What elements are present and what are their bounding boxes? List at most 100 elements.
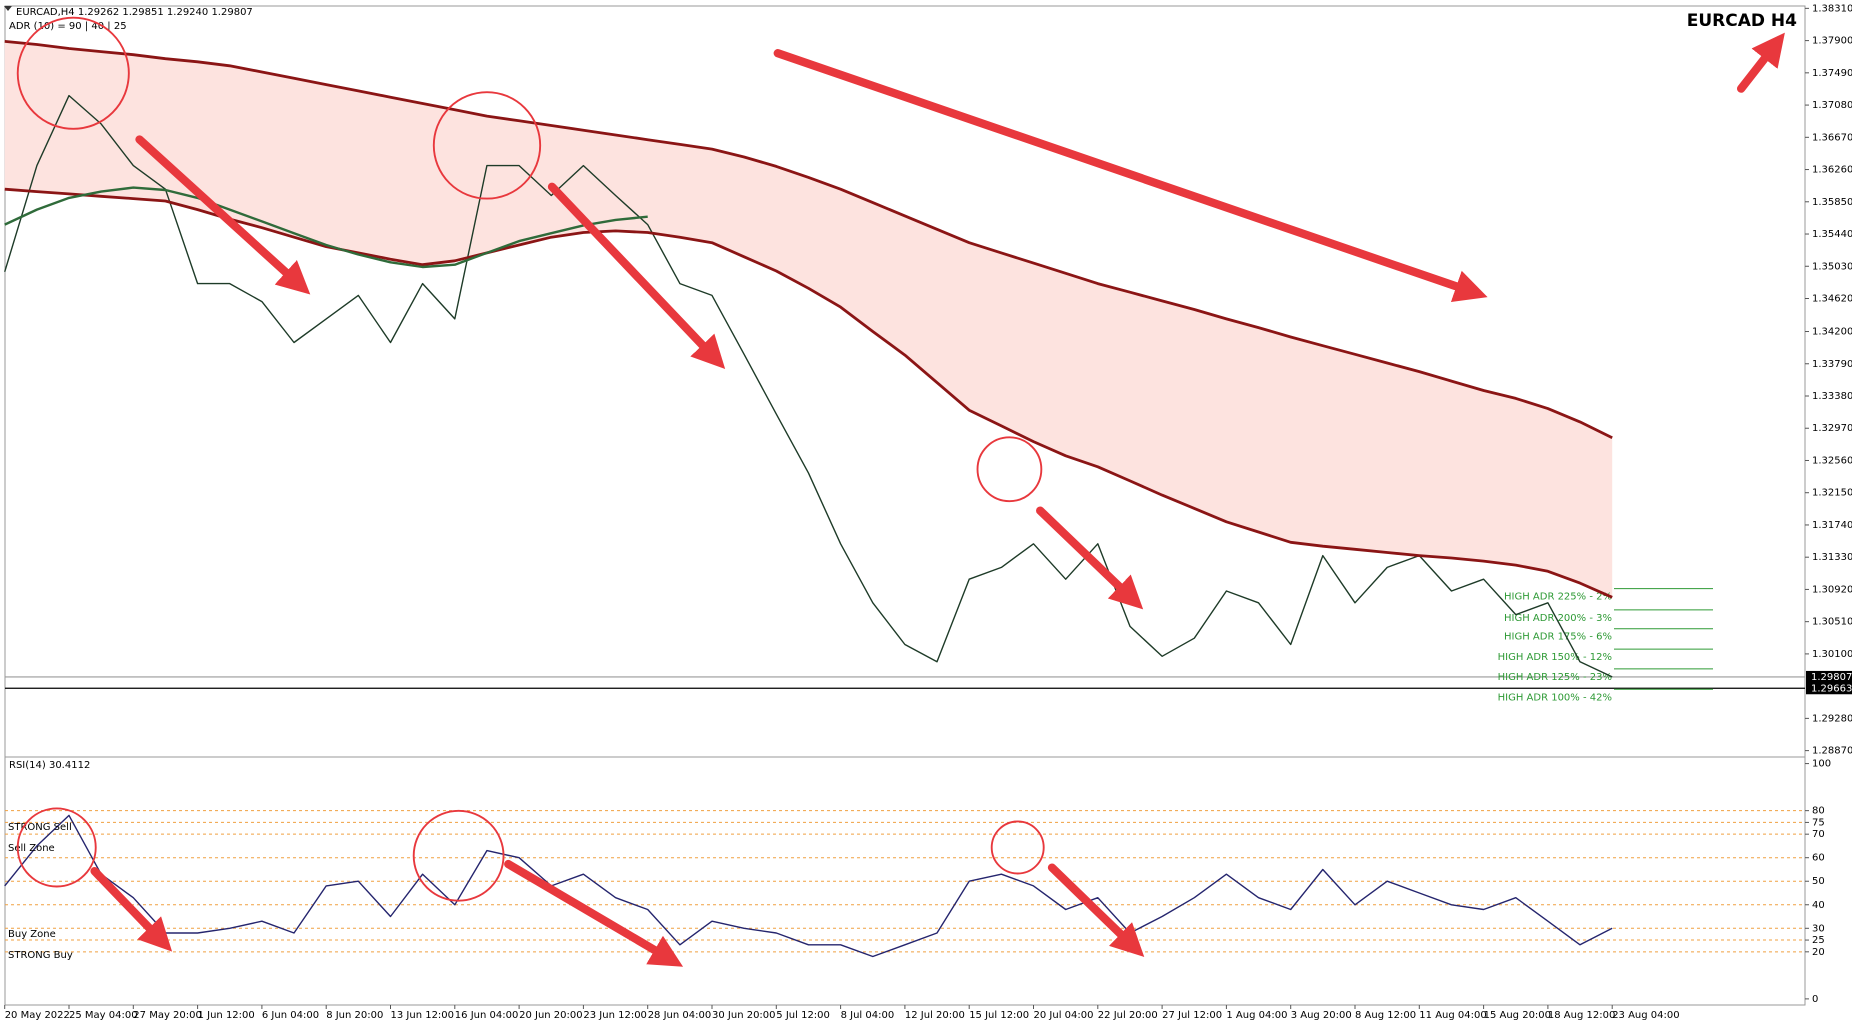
- y-tick-label: 20: [1812, 947, 1825, 958]
- y-tick-label: 25: [1812, 935, 1825, 946]
- x-tick-label: 13 Jun 12:00: [391, 1010, 455, 1021]
- x-tick-label: 27 Jul 12:00: [1162, 1010, 1222, 1021]
- x-tick-label: 28 Jun 04:00: [648, 1010, 712, 1021]
- highlight-circle: [432, 91, 542, 200]
- highlight-circle: [16, 16, 130, 130]
- y-tick-label: 1.32970: [1812, 423, 1852, 434]
- y-tick-label: 1.37080: [1812, 100, 1852, 111]
- y-tick-label: 1.30510: [1812, 617, 1852, 628]
- y-tick-label: 1.37900: [1812, 36, 1852, 47]
- x-tick-label: 23 Jun 12:00: [583, 1010, 647, 1021]
- arrow: [547, 182, 726, 370]
- price-tag: [1806, 682, 1852, 695]
- x-tick-label: 8 Jun 20:00: [326, 1010, 383, 1021]
- x-tick-label: 27 May 20:00: [133, 1010, 202, 1021]
- adr-label: HIGH ADR 125% - 23%: [1498, 672, 1612, 683]
- x-tick-label: 15 Jul 12:00: [969, 1010, 1029, 1021]
- zone-label: Sell Zone: [8, 843, 55, 854]
- arrow: [504, 859, 684, 967]
- series-line: [4, 814, 1613, 958]
- arrow: [1736, 32, 1785, 93]
- x-tick-label: 15 Aug 20:00: [1484, 1010, 1551, 1021]
- x-tick-label: 30 Jun 20:00: [712, 1010, 776, 1021]
- y-tick-label: 1.34620: [1812, 294, 1852, 305]
- y-tick-label: 1.37490: [1812, 68, 1852, 79]
- series-line: [4, 94, 1613, 678]
- y-tick-label: 70: [1812, 829, 1825, 840]
- rsi-title: RSI(14) 30.4112: [9, 760, 90, 771]
- arrow: [1036, 506, 1144, 610]
- y-tick-label: 1.33380: [1812, 391, 1852, 402]
- x-tick-label: 1 Jun 12:00: [198, 1010, 255, 1021]
- x-tick-label: 12 Jul 20:00: [905, 1010, 965, 1021]
- adr-label: HIGH ADR 100% - 42%: [1498, 692, 1612, 703]
- y-tick-label: 1.38310: [1812, 3, 1852, 14]
- y-tick-label: 1.28870: [1812, 746, 1852, 757]
- y-tick-label: 1.30920: [1812, 584, 1852, 595]
- y-tick-label: 75: [1812, 817, 1825, 828]
- zone-label: STRONG Sell: [8, 822, 72, 833]
- x-tick-label: 20 May 2022: [5, 1010, 70, 1021]
- y-tick-label: 30: [1812, 923, 1825, 934]
- series-line: [4, 40, 1613, 439]
- y-tick-label: 60: [1812, 853, 1825, 864]
- x-tick-label: 16 Jun 04:00: [455, 1010, 519, 1021]
- arrow: [90, 866, 173, 952]
- y-tick-label: 1.30100: [1812, 649, 1852, 660]
- chart-title: EURCAD H4: [1687, 11, 1797, 31]
- adr-label: HIGH ADR 225% - 2%: [1504, 592, 1612, 603]
- y-tick-label: 1.32150: [1812, 488, 1852, 499]
- x-tick-label: 20 Jun 20:00: [519, 1010, 583, 1021]
- arrow: [1047, 863, 1145, 957]
- adr-line: ADR (10) = 90 | 40 | 25: [9, 21, 127, 32]
- x-tick-label: 20 Jul 04:00: [1034, 1010, 1094, 1021]
- y-tick-label: 100: [1812, 759, 1831, 770]
- highlight-circle: [976, 436, 1043, 503]
- x-tick-label: 8 Jul 04:00: [841, 1010, 895, 1021]
- highlight-circle: [412, 809, 505, 902]
- price-tag-label: 1.29663: [1811, 683, 1852, 694]
- series-line: [4, 187, 1613, 599]
- y-tick-label: 50: [1812, 876, 1825, 887]
- y-tick-label: 1.35850: [1812, 197, 1852, 208]
- highlight-circle: [16, 807, 97, 888]
- y-tick-label: 1.31330: [1812, 552, 1852, 563]
- price-tag: [1806, 670, 1852, 683]
- y-tick-label: 1.36670: [1812, 132, 1852, 143]
- x-tick-label: 23 Aug 04:00: [1612, 1010, 1679, 1021]
- y-tick-label: 80: [1812, 806, 1825, 817]
- y-tick-label: 1.33790: [1812, 359, 1852, 370]
- zone-label: Buy Zone: [8, 929, 56, 940]
- plot-layer: HIGH ADR 225% - 2% HIGH ADR 200% - 3% HIGH…: [4, 3, 1852, 1021]
- x-tick-label: 22 Jul 20:00: [1098, 1010, 1158, 1021]
- adr-label: HIGH ADR 150% - 12%: [1498, 652, 1612, 663]
- x-tick-label: 1 Aug 04:00: [1226, 1010, 1287, 1021]
- x-tick-label: 18 Aug 12:00: [1548, 1010, 1615, 1021]
- symbol-line: EURCAD,H4 1.29262 1.29851 1.29240 1.2980…: [16, 7, 253, 18]
- y-tick-label: 0: [1812, 994, 1818, 1005]
- x-tick-label: 6 Jun 04:00: [262, 1010, 319, 1021]
- adr-label: HIGH ADR 200% - 3%: [1504, 613, 1612, 624]
- y-tick-label: 40: [1812, 900, 1825, 911]
- arrow: [773, 49, 1488, 303]
- x-tick-label: 5 Jul 12:00: [776, 1010, 830, 1021]
- zone-label: STRONG Buy: [8, 950, 73, 961]
- x-tick-label: 8 Aug 12:00: [1355, 1010, 1416, 1021]
- price-tag-label: 1.29807: [1811, 672, 1852, 683]
- arrow: [135, 135, 311, 295]
- y-tick-label: 1.34200: [1812, 327, 1852, 338]
- x-tick-label: 25 May 04:00: [69, 1010, 138, 1021]
- y-tick-label: 1.29280: [1812, 713, 1852, 724]
- y-tick-label: 1.36260: [1812, 165, 1852, 176]
- annotations: [16, 16, 1785, 967]
- x-tick-label: 3 Aug 20:00: [1291, 1010, 1352, 1021]
- x-tick-label: 11 Aug 04:00: [1419, 1010, 1486, 1021]
- menu-icon: [4, 6, 12, 11]
- y-tick-label: 1.31740: [1812, 520, 1852, 531]
- y-tick-label: 1.35440: [1812, 229, 1852, 240]
- adr-label: HIGH ADR 175% - 6%: [1504, 632, 1612, 643]
- y-tick-label: 1.35030: [1812, 261, 1852, 272]
- ma-band: [4, 41, 1613, 598]
